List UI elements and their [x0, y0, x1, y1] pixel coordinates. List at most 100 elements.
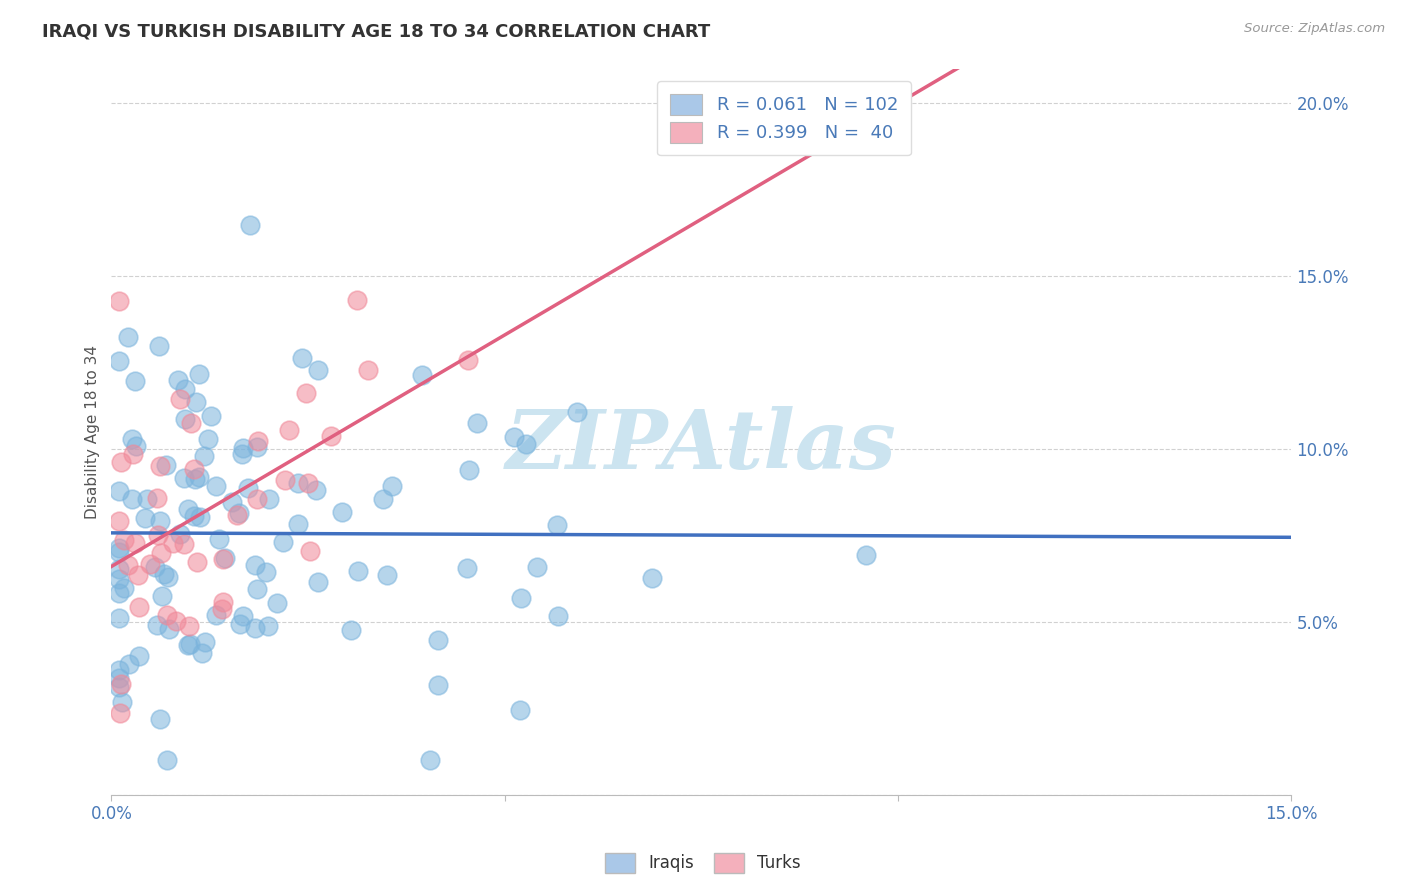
Point [243, 558, 266, 573]
Point [143, 560, 166, 574]
Point [347, 564, 370, 578]
Point [375, 568, 398, 582]
Point [118, 657, 141, 671]
Point [232, 608, 254, 623]
Point [291, 351, 314, 366]
Point [108, 664, 131, 678]
Point [146, 618, 169, 632]
Point [239, 218, 262, 232]
Point [211, 602, 233, 616]
Point [295, 385, 318, 400]
Y-axis label: Disability Age 18 to 34: Disability Age 18 to 34 [86, 345, 100, 519]
Point [257, 619, 280, 633]
Point [188, 510, 211, 524]
Point [214, 551, 236, 566]
Point [108, 586, 131, 600]
Point [110, 676, 132, 690]
Point [156, 607, 179, 622]
Point [340, 623, 363, 637]
Point [502, 429, 524, 443]
Point [110, 455, 132, 469]
Point [278, 423, 301, 437]
Point [221, 495, 243, 509]
Point [179, 637, 201, 651]
Point [228, 617, 250, 632]
Point [371, 491, 394, 506]
Point [427, 633, 450, 648]
Point [108, 353, 131, 368]
Point [381, 479, 404, 493]
Point [174, 382, 197, 396]
Point [162, 535, 184, 549]
Point [456, 561, 478, 575]
Point [125, 439, 148, 453]
Point [121, 447, 143, 461]
Point [547, 609, 569, 624]
Point [139, 557, 162, 571]
Point [246, 441, 269, 455]
Point [287, 475, 309, 490]
Point [515, 437, 537, 451]
Point [208, 533, 231, 547]
Point [108, 483, 131, 498]
Point [205, 607, 228, 622]
Point [155, 754, 177, 768]
Point [150, 589, 173, 603]
Point [426, 678, 449, 692]
Point [183, 509, 205, 524]
Point [134, 511, 156, 525]
Point [155, 458, 177, 472]
Text: Source: ZipAtlas.com: Source: ZipAtlas.com [1244, 22, 1385, 36]
Point [108, 541, 131, 555]
Point [108, 562, 131, 576]
Point [183, 462, 205, 476]
Point [169, 526, 191, 541]
Point [153, 567, 176, 582]
Point [173, 537, 195, 551]
Point [457, 463, 479, 477]
Point [257, 491, 280, 506]
Point [197, 432, 219, 446]
Point [156, 570, 179, 584]
Point [148, 338, 170, 352]
Point [169, 392, 191, 406]
Point [124, 535, 146, 549]
Point [117, 558, 139, 572]
Point [238, 481, 260, 495]
Point [200, 409, 222, 424]
Point [266, 596, 288, 610]
Point [127, 568, 149, 582]
Point [128, 649, 150, 664]
Point [190, 646, 212, 660]
Point [173, 471, 195, 485]
Point [204, 478, 226, 492]
Point [319, 428, 342, 442]
Point [150, 546, 173, 560]
Point [254, 566, 277, 580]
Point [243, 621, 266, 635]
Point [117, 330, 139, 344]
Point [273, 473, 295, 487]
Point [212, 595, 235, 609]
Point [246, 491, 269, 506]
Point [121, 432, 143, 446]
Point [855, 548, 877, 562]
Point [357, 363, 380, 377]
Point [246, 434, 269, 449]
Point [108, 294, 131, 309]
Point [546, 518, 568, 533]
Point [108, 611, 131, 625]
Point [298, 544, 321, 558]
Point [135, 491, 157, 506]
Point [108, 515, 131, 529]
Point [179, 619, 201, 633]
Point [146, 528, 169, 542]
Point [526, 560, 548, 574]
Point [246, 582, 269, 597]
Point [411, 368, 433, 383]
Point [184, 472, 207, 486]
Point [157, 622, 180, 636]
Point [297, 475, 319, 490]
Point [457, 353, 479, 368]
Point [108, 706, 131, 720]
